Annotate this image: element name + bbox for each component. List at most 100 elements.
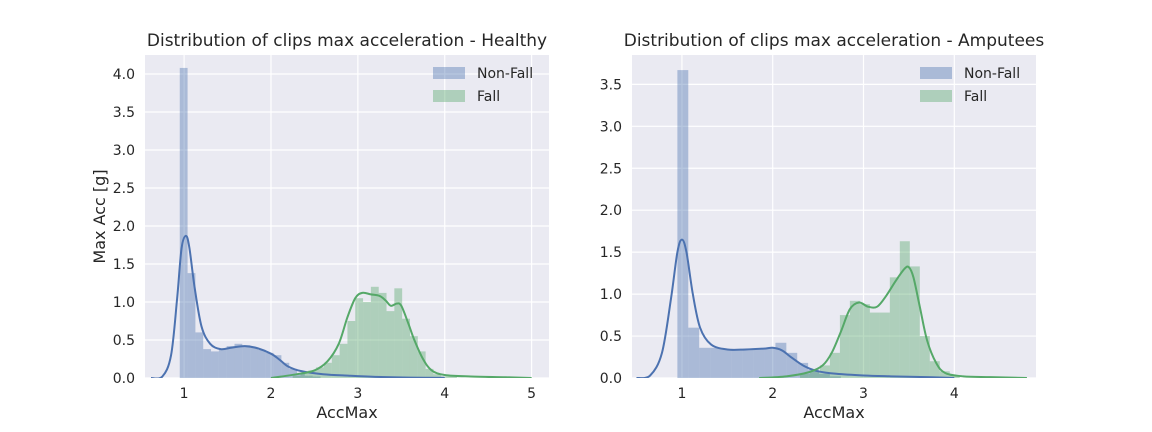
histogram-bar-fall (409, 336, 418, 378)
histogram-bar-fall (879, 312, 890, 378)
legend-swatch (433, 67, 465, 79)
legend: Non-Fall Fall (920, 66, 1020, 105)
histogram-bar-non-fall (250, 347, 258, 378)
histogram-bar-fall (355, 298, 364, 378)
legend: Non-Fall Fall (433, 66, 533, 105)
histogram-bar-non-fall (786, 352, 798, 378)
x-tick-label: 2 (267, 386, 276, 402)
histogram-bar-fall (331, 355, 340, 378)
histogram-bar-fall (449, 376, 457, 378)
y-tick-label: 1.0 (600, 287, 622, 303)
histogram-bar-fall (339, 343, 348, 378)
histogram-bar-fall (909, 266, 920, 378)
histogram-bar-non-fall (289, 368, 298, 378)
histogram-bar-non-fall (764, 348, 776, 378)
histogram-bar-fall (839, 315, 850, 378)
histogram-bar-non-fall (203, 349, 212, 378)
histogram-bar-fall (919, 336, 930, 378)
histogram-bar-non-fall (312, 376, 321, 378)
kde-line-fall (759, 265, 1027, 378)
histogram-bar-fall (363, 302, 371, 378)
legend-swatch (920, 90, 952, 102)
histogram-bar-fall (300, 373, 309, 378)
y-tick-label: 0.5 (113, 333, 135, 349)
y-tick-label: 1.0 (113, 295, 135, 311)
chart-title: Distribution of clips max acceleration -… (147, 31, 547, 51)
histogram-bar-fall (378, 292, 387, 378)
histogram-bar-fall (899, 241, 910, 378)
histogram-bar-fall (370, 286, 379, 378)
histogram-bar-non-fall (808, 369, 820, 378)
x-tick-label: 4 (440, 386, 449, 402)
x-tick-label: 4 (950, 386, 959, 402)
histogram-bar-non-fall (187, 273, 196, 378)
kde-line-non-fall (150, 234, 445, 378)
legend-label: Fall (477, 89, 500, 105)
histogram-bar-non-fall (688, 327, 700, 378)
histogram-bar-non-fall (218, 349, 227, 378)
x-tick-label: 3 (353, 386, 362, 402)
y-tick-label: 0.0 (600, 371, 622, 387)
histogram-bar-fall (849, 300, 860, 378)
histogram-bar-fall (859, 304, 870, 378)
histogram-bar-fall (417, 351, 426, 378)
histogram-bar-fall (799, 373, 810, 378)
kde-line-non-fall (636, 238, 955, 378)
histogram-bar-fall (425, 368, 434, 378)
histogram-bar-non-fall (297, 373, 305, 378)
histogram-bar-fall (829, 352, 840, 378)
histogram-bar-non-fall (720, 349, 732, 378)
x-tick-label: 1 (180, 386, 189, 402)
y-tick-label: 0.5 (600, 329, 622, 345)
y-tick-label: 2.0 (600, 203, 622, 219)
y-tick-label: 2.5 (600, 161, 622, 177)
histogram-bar-non-fall (819, 373, 830, 378)
histogram-bar-fall (386, 311, 395, 378)
histogram-bar-non-fall (829, 376, 841, 378)
y-tick-label: 0.0 (113, 371, 135, 387)
legend-label: Non-Fall (964, 66, 1020, 82)
histogram-bar-fall (939, 371, 950, 378)
histogram-bar-non-fall (195, 332, 204, 378)
plot-marks (150, 67, 532, 378)
histogram-bar-fall (292, 375, 301, 378)
y-tick-label: 3.5 (113, 105, 135, 121)
histogram-bar-non-fall (226, 346, 235, 378)
histogram-bar-non-fall (257, 349, 266, 378)
histogram-bar-fall (394, 288, 403, 378)
histogram-bar-non-fall (699, 347, 711, 378)
histogram-bar-fall (949, 375, 960, 378)
x-tick-label: 3 (859, 386, 868, 402)
x-tick-label: 5 (527, 386, 536, 402)
histogram-bar-non-fall (731, 350, 743, 378)
y-axis-label: Max Acc [g] (90, 169, 109, 263)
x-tick-label: 2 (768, 386, 777, 402)
histogram-bar-fall (402, 318, 410, 378)
histogram-bar-non-fall (775, 342, 787, 378)
plot-marks (636, 70, 1027, 378)
histogram-bar-non-fall (211, 351, 219, 378)
histogram-bar-fall (308, 370, 317, 378)
legend-label: Fall (964, 89, 987, 105)
kde-line-fall (270, 291, 532, 378)
histogram-bar-non-fall (742, 348, 754, 378)
legend-label: Non-Fall (477, 66, 533, 82)
grid (632, 55, 1036, 379)
histogram-bar-non-fall (273, 355, 282, 378)
histogram-bar-fall (433, 374, 442, 378)
histogram-bar-non-fall (281, 362, 290, 378)
y-tick-label: 2.0 (113, 219, 135, 235)
chart-panel-2: 1 2 3 4 0.0 0.5 1.0 1.5 2.0 2.5 3.0 3.5 Non-Fall Fall… (600, 31, 1045, 422)
histogram-bar-non-fall (234, 343, 243, 378)
y-tick-label: 3.5 (600, 77, 622, 93)
histogram-bar-non-fall (304, 375, 313, 378)
legend-swatch (433, 90, 465, 102)
histogram-bar-fall (347, 321, 356, 378)
histogram-bar-non-fall (753, 349, 765, 378)
histogram-bar-non-fall (265, 352, 274, 378)
y-tick-label: 3.0 (600, 119, 622, 135)
plot-area (145, 55, 549, 378)
x-tick-label: 1 (677, 386, 686, 402)
x-axis-label: AccMax (803, 403, 864, 422)
